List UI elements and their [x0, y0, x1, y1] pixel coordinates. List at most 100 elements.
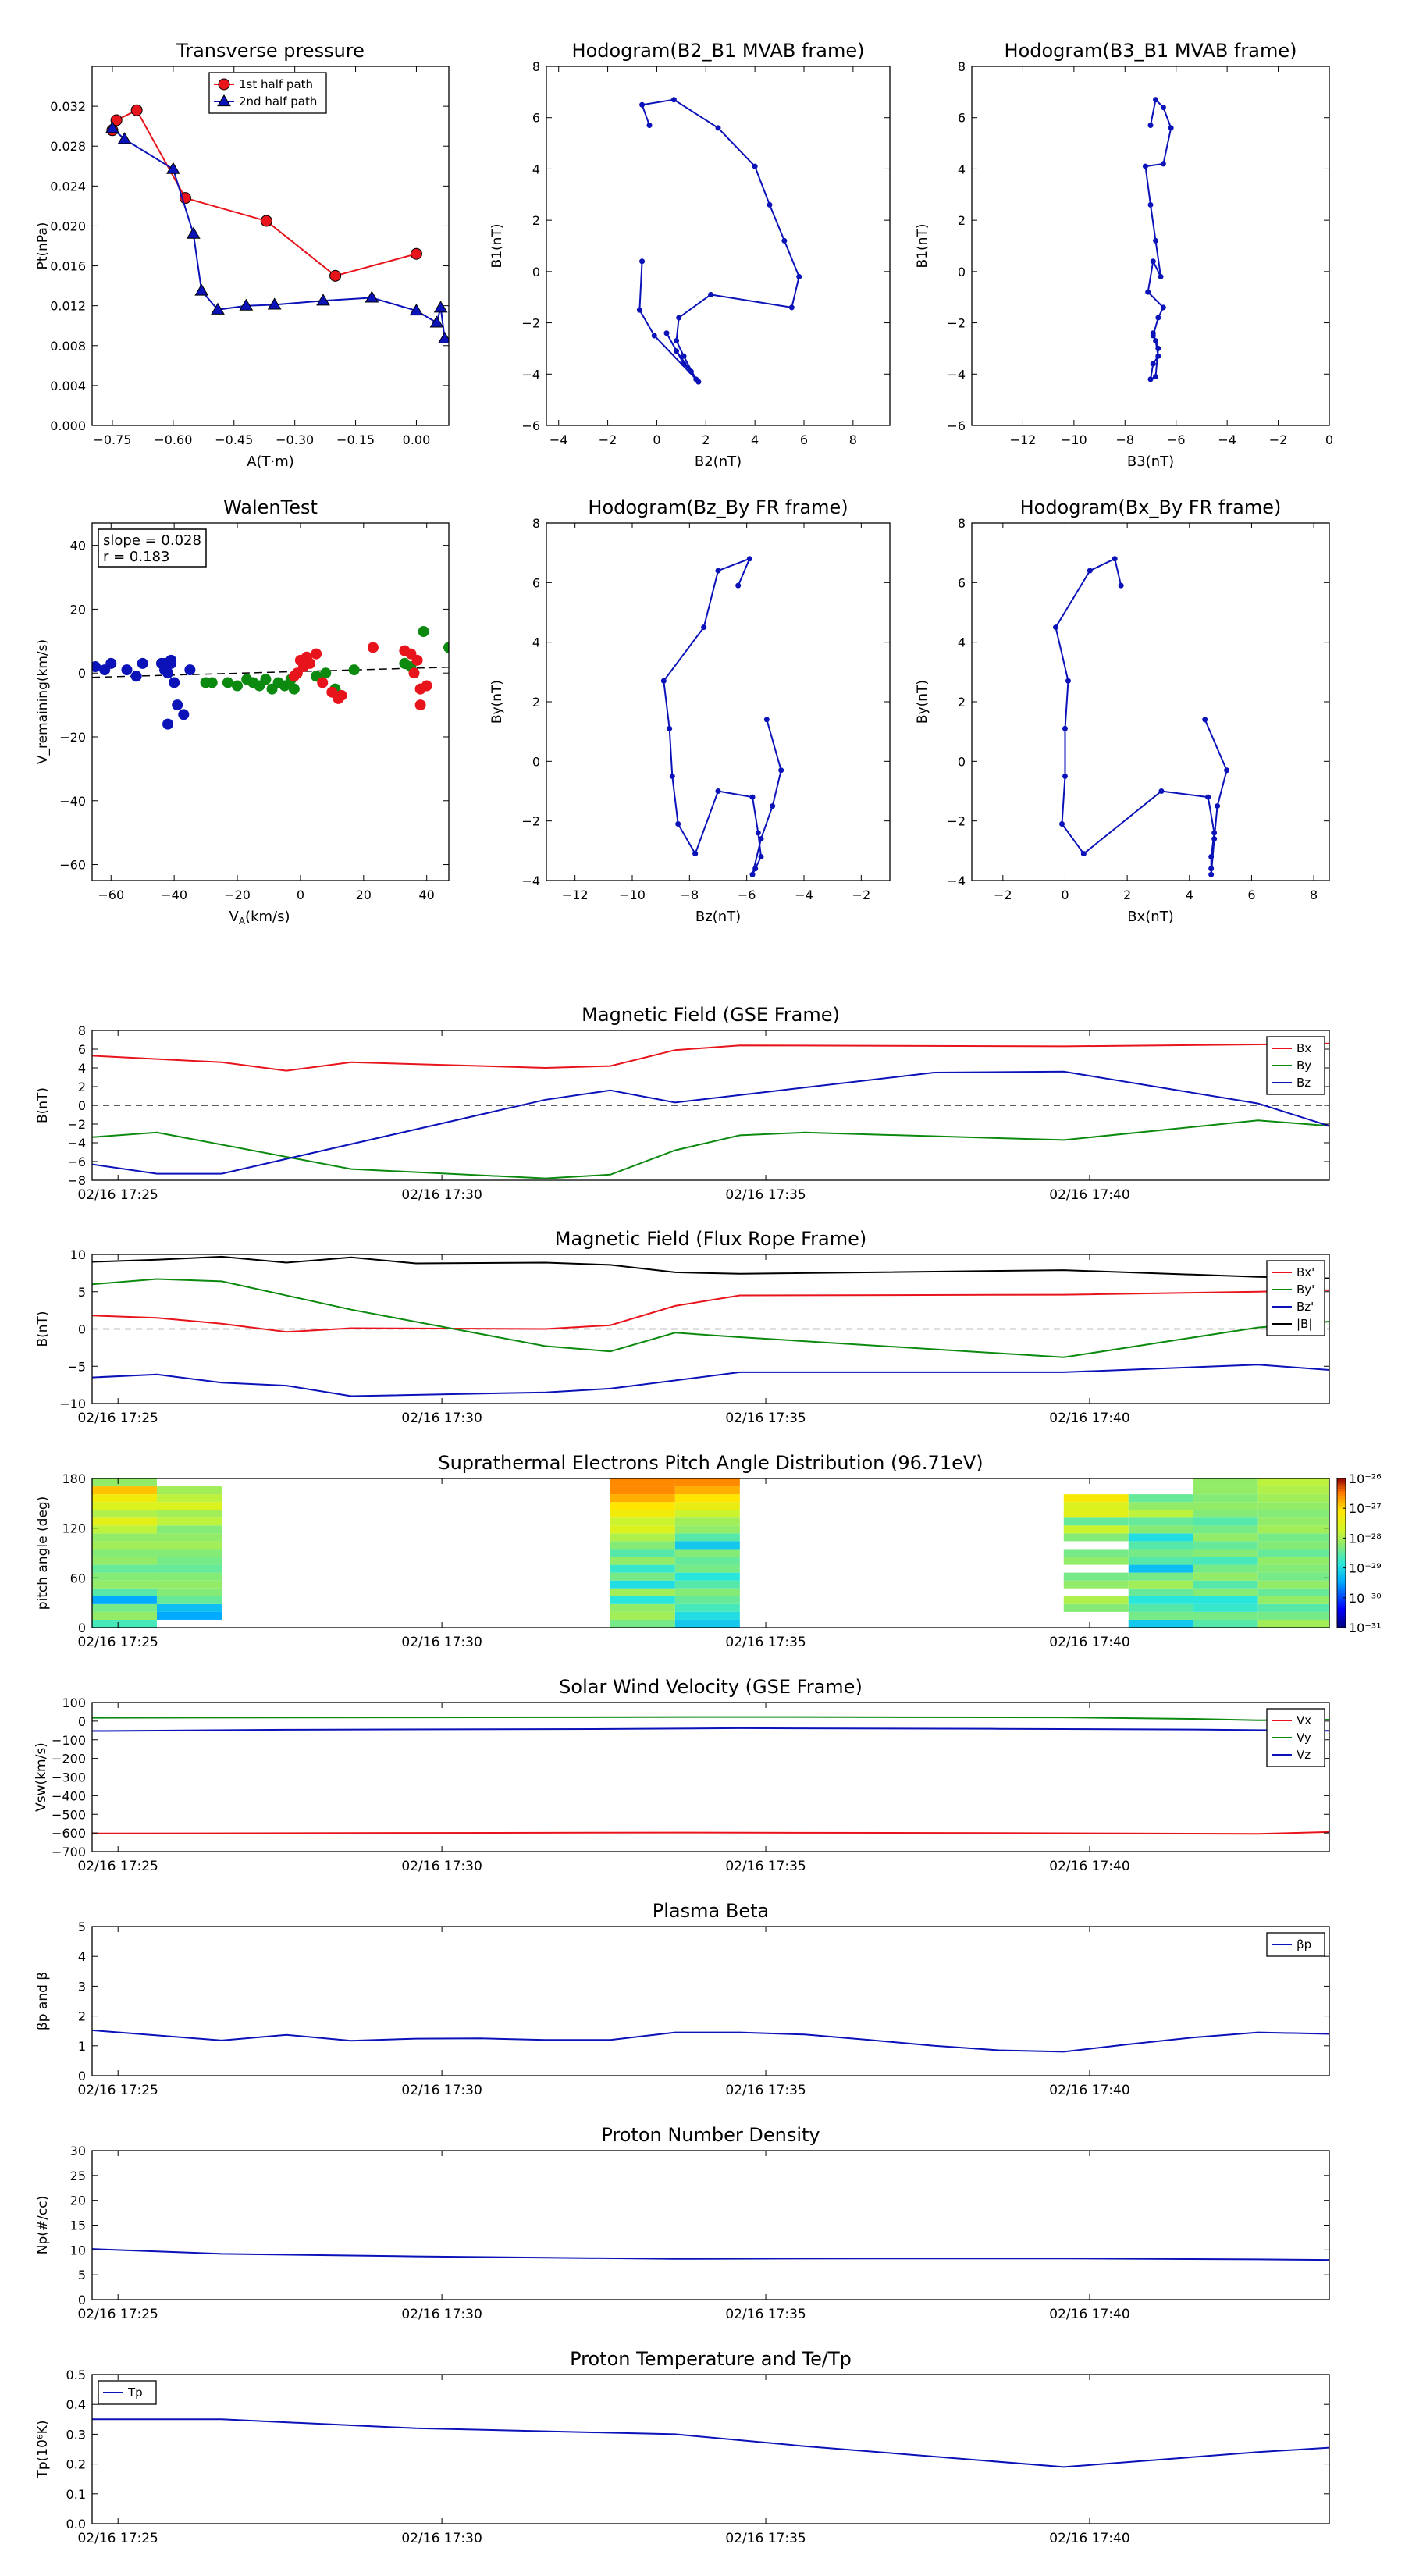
chart-title: Hodogram(Bz_By FR frame) — [588, 496, 848, 518]
y-axis-label: pitch angle (deg) — [35, 1496, 51, 1610]
data-point-10 — [336, 689, 347, 701]
x-tick-label: 4 — [751, 432, 759, 447]
colorbar-frame — [1336, 1478, 1346, 1628]
y-tick-label: −2 — [67, 1117, 86, 1132]
data-point-11 — [1160, 304, 1166, 311]
heatmap-cell — [156, 1494, 222, 1503]
y-tick-label: −4 — [521, 367, 540, 382]
x-tick-label: 02/16 17:25 — [77, 2083, 158, 2098]
colorbar-segment — [1337, 1588, 1346, 1591]
heatmap-cell — [1128, 1619, 1193, 1628]
chart-title: WalenTest — [223, 496, 318, 518]
data-point-12 — [1155, 315, 1161, 321]
legend: βp — [1266, 1932, 1325, 1957]
heatmap-cell — [1193, 1541, 1258, 1550]
heatmap-cell — [92, 1580, 157, 1589]
heatmap-cell — [1128, 1525, 1193, 1534]
data-point-10 — [1145, 289, 1151, 295]
y-tick-label: 25 — [70, 2169, 86, 2183]
heatmap-cell — [1257, 1478, 1329, 1487]
heatmap-cell — [1257, 1517, 1329, 1526]
x-tick-label: 6 — [1247, 888, 1255, 902]
axes-frame — [546, 66, 891, 426]
heatmap-cell — [156, 1572, 222, 1581]
colorbar-segment — [1337, 1565, 1346, 1569]
data-point-legend — [217, 94, 231, 107]
x-tick-label: 02/16 17:30 — [401, 1187, 482, 1203]
colorbar-segment — [1337, 1620, 1346, 1624]
heatmap-cell — [610, 1588, 675, 1596]
heatmap-cell — [1257, 1510, 1329, 1518]
data-point-7 — [267, 297, 282, 310]
y-tick-label: −5 — [67, 1359, 86, 1374]
data-point-4 — [194, 283, 209, 296]
axes-frame — [91, 2150, 1330, 2300]
data-point-6 — [239, 298, 254, 311]
plot-area — [92, 626, 449, 730]
y-tick-label: 4 — [958, 635, 966, 650]
series-line — [112, 109, 417, 277]
legend-label: βp — [1297, 1937, 1311, 1952]
heatmap-cell — [674, 1580, 740, 1589]
x-tick-label: 02/16 17:30 — [401, 2083, 482, 2098]
colorbar-segment — [1337, 1599, 1346, 1603]
data-point-5 — [137, 657, 148, 669]
legend-label: Tp — [127, 2386, 143, 2400]
data-point-5 — [1062, 725, 1068, 731]
colorbar-segment — [1337, 1592, 1346, 1596]
data-point-1 — [117, 132, 132, 144]
data-point-20 — [636, 307, 642, 313]
data-point-15 — [1211, 836, 1218, 842]
legend-frame — [208, 72, 327, 114]
data-point-14 — [408, 667, 420, 679]
data-point-14 — [320, 667, 332, 679]
heatmap-cell — [1193, 1525, 1258, 1534]
data-point-2 — [222, 677, 233, 688]
x-tick-label: 02/16 17:35 — [725, 1187, 806, 1203]
y-tick-label: −2 — [947, 316, 966, 331]
heatmap-cell — [1193, 1557, 1258, 1565]
data-point-14 — [688, 368, 694, 375]
heatmap-cell — [92, 1478, 157, 1487]
series-Vz — [92, 1727, 1329, 1732]
heatmap-cell — [1257, 1572, 1329, 1581]
data-point-1 — [1153, 97, 1159, 103]
x-tick-label: −2 — [599, 432, 617, 447]
heatmap-cell — [610, 1619, 675, 1628]
x-tick-label: 0 — [1325, 432, 1333, 447]
y-tick-label: 0.4 — [66, 2397, 86, 2412]
series-line — [663, 557, 782, 875]
series-line — [92, 1255, 1329, 1279]
series-line — [92, 1716, 1329, 1721]
y-tick-label: −60 — [59, 858, 86, 873]
chart-title: Plasma Beta — [653, 1900, 769, 1922]
heatmap-cell — [92, 1533, 157, 1542]
y-tick-label: −40 — [59, 794, 86, 809]
heatmap-cell — [1193, 1510, 1258, 1518]
chart-panel-4: Hodogram(Bz_By FR frame) −12 −10 −8 −6 −4 −2 −4… — [489, 496, 891, 925]
plot-area — [636, 97, 802, 385]
x-tick-label: −4 — [795, 888, 813, 902]
x-axis-label-subscript: A — [239, 916, 246, 927]
x-tick-label: 02/16 17:30 — [401, 1411, 482, 1426]
y-tick-label: 2 — [532, 695, 540, 710]
data-point-2 — [670, 97, 677, 103]
heatmap-cell — [1257, 1611, 1329, 1620]
x-tick-label: 02/16 17:40 — [1049, 2307, 1129, 2322]
data-point-16 — [1215, 803, 1221, 809]
y-axis-label: B(nT) — [35, 1311, 51, 1347]
y-tick-label: 0.012 — [50, 299, 86, 314]
x-tick-label: −8 — [1115, 432, 1134, 447]
y-tick-label: 120 — [62, 1521, 86, 1536]
plot-area — [92, 1478, 1329, 1628]
heatmap-cell — [674, 1510, 740, 1518]
chart-title: Proton Temperature and Te/Tp — [570, 2348, 852, 2370]
y-tick-label: −6 — [67, 1155, 86, 1169]
series-0 — [1053, 556, 1230, 877]
heatmap-cell — [1257, 1525, 1329, 1534]
x-tick-label: 0.00 — [403, 432, 431, 447]
x-tick-label: 02/16 17:30 — [401, 2307, 482, 2322]
x-axis-label: A(T·m) — [247, 454, 294, 470]
heatmap-cell — [1063, 1572, 1129, 1581]
colorbar-segment — [1337, 1607, 1346, 1611]
